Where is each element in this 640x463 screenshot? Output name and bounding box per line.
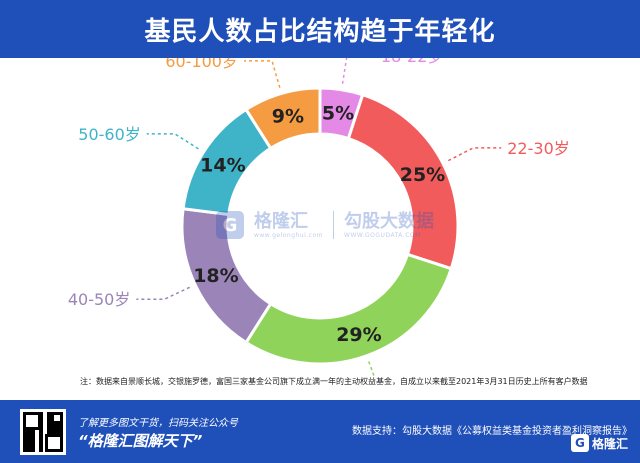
watermark-brand2-name: 勾股大数据 (344, 210, 435, 232)
slice-30-40岁 (243, 252, 454, 366)
watermark-brand2-url: WWW.GOGUDATA.COM (344, 231, 421, 239)
leader-line (447, 147, 502, 162)
watermark-divider (333, 211, 335, 239)
slice-value-label: 9% (272, 106, 304, 128)
labels-group: 5%18-22岁25%22-30岁29%30-40岁18%40-50岁14%50… (68, 58, 570, 346)
slogan: “格隆汇图解天下” (78, 432, 203, 450)
donut-chart: 5%18-22岁25%22-30岁29%30-40岁18%40-50岁14%50… (68, 58, 570, 378)
follow-text: 了解更多图文干货，扫码关注公众号 (78, 418, 238, 429)
page-title: 基民人数占比结构趋于年轻化 (144, 16, 496, 47)
chart-area: 5%18-22岁25%22-30岁29%30-40岁18%40-50岁14%50… (0, 58, 640, 378)
footer-logo: G 格隆汇 (570, 434, 628, 452)
leader-line (244, 60, 281, 88)
slice-value-label: 14% (200, 154, 245, 176)
leader-line (341, 58, 348, 84)
category-label: 60-100岁 (165, 58, 238, 71)
watermark-brand1-name: 格隆汇 (253, 210, 308, 232)
data-source: 数据支持：勾股大数据《公募权益类基金投资者盈利洞察报告》 (352, 426, 632, 437)
watermark-brand1-url: www.gelonghui.com (253, 231, 324, 239)
watermark: G 格隆汇 www.gelonghui.com 勾股大数据 WWW.GOGUDA… (205, 205, 445, 245)
slices-group (180, 86, 460, 366)
category-label: 22-30岁 (507, 139, 570, 158)
leader-line (368, 361, 376, 378)
slice-value-label: 29% (336, 324, 381, 346)
category-label: 18-22岁 (381, 58, 444, 66)
leader-line (136, 286, 191, 300)
slice-60-100岁 (243, 86, 322, 151)
leader-line (146, 133, 199, 150)
watermark-logo-icon: G (215, 211, 244, 239)
slice-value-label: 5% (322, 102, 354, 124)
footer-logo-icon: G (570, 434, 589, 452)
qr-code-icon[interactable] (20, 409, 66, 455)
title-bar: 基民人数占比结构趋于年轻化 (0, 0, 640, 58)
watermark-brand2: 勾股大数据 WWW.GOGUDATA.COM (344, 210, 435, 239)
watermark-brand1: 格隆汇 www.gelonghui.com (253, 210, 324, 239)
slice-value-label: 18% (193, 265, 238, 287)
data-note: 注：数据来自景顺长城，交银施罗德，富国三家基金公司旗下成立满一年的主动权益基金，… (80, 377, 588, 386)
footer-logo-name: 格隆汇 (591, 436, 628, 451)
category-label: 40-50岁 (68, 290, 131, 309)
slice-value-label: 25% (400, 164, 445, 186)
category-label: 50-60岁 (78, 125, 141, 144)
footer-bar: 了解更多图文干货，扫码关注公众号 “格隆汇图解天下” 数据支持：勾股大数据《公募… (0, 400, 640, 463)
